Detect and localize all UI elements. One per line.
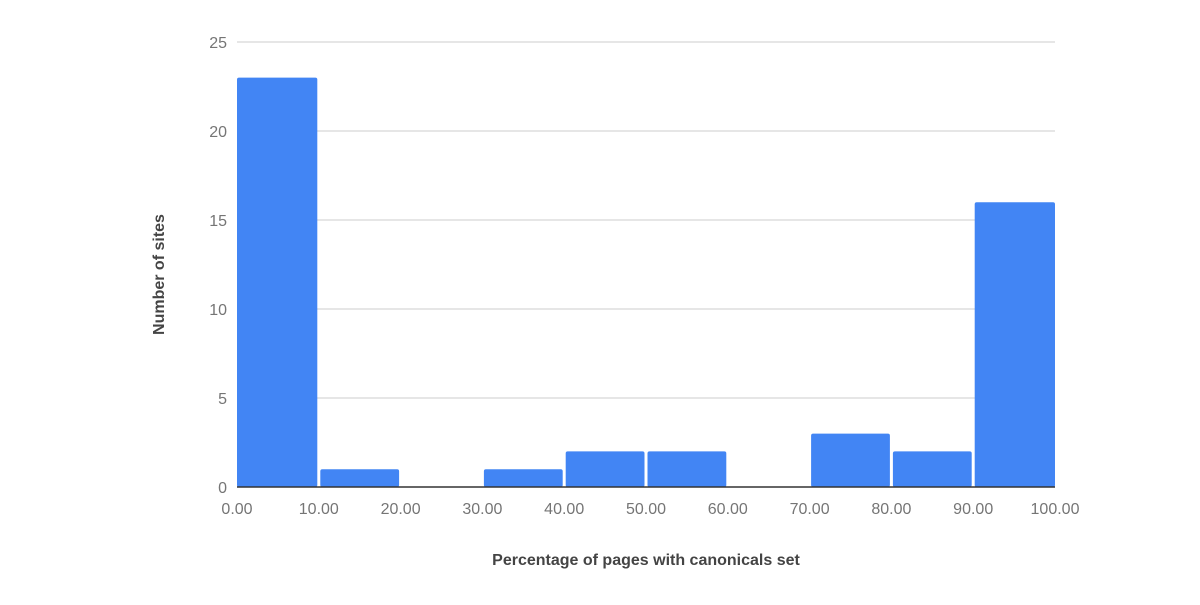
x-axis-title: Percentage of pages with canonicals set (492, 552, 800, 569)
bar-0-10 (237, 77, 318, 487)
bar-70-80 (811, 433, 890, 487)
y-tick-label-15: 15 (209, 213, 227, 230)
x-tick-label-40.00: 40.00 (544, 501, 584, 518)
bars (237, 77, 1055, 487)
x-tick-label-90.00: 90.00 (953, 501, 993, 518)
y-tick-label-25: 25 (209, 35, 227, 52)
x-tick-label-20.00: 20.00 (381, 501, 421, 518)
bar-30-40 (483, 469, 563, 487)
y-tick-label-5: 5 (218, 391, 227, 408)
x-tick-label-10.00: 10.00 (299, 501, 339, 518)
x-tick-label-60.00: 60.00 (708, 501, 748, 518)
x-tick-label-100.00: 100.00 (1031, 501, 1080, 518)
x-tick-label-70.00: 70.00 (790, 501, 830, 518)
bar-40-50 (565, 451, 645, 487)
y-tick-label-10: 10 (209, 302, 227, 319)
x-axis-ticks: 0.00 10.00 20.00 30.00 40.00 50.00 60.00 70.00 8… (221, 501, 1079, 518)
gridlines (237, 41, 1055, 399)
y-axis-ticks: 0 5 10 15 20 25 (209, 35, 227, 497)
bar-80-90 (892, 451, 972, 487)
x-tick-label-80.00: 80.00 (871, 501, 911, 518)
bar-10-20 (320, 469, 400, 487)
y-tick-label-20: 20 (209, 124, 227, 141)
y-axis-title: Number of sites (151, 214, 168, 335)
x-tick-label-50.00: 50.00 (626, 501, 666, 518)
bar-50-60 (647, 451, 727, 487)
y-tick-label-0: 0 (218, 480, 227, 497)
x-tick-label-0.00: 0.00 (221, 501, 252, 518)
bar-90-100 (974, 202, 1055, 487)
x-tick-label-30.00: 30.00 (462, 501, 502, 518)
